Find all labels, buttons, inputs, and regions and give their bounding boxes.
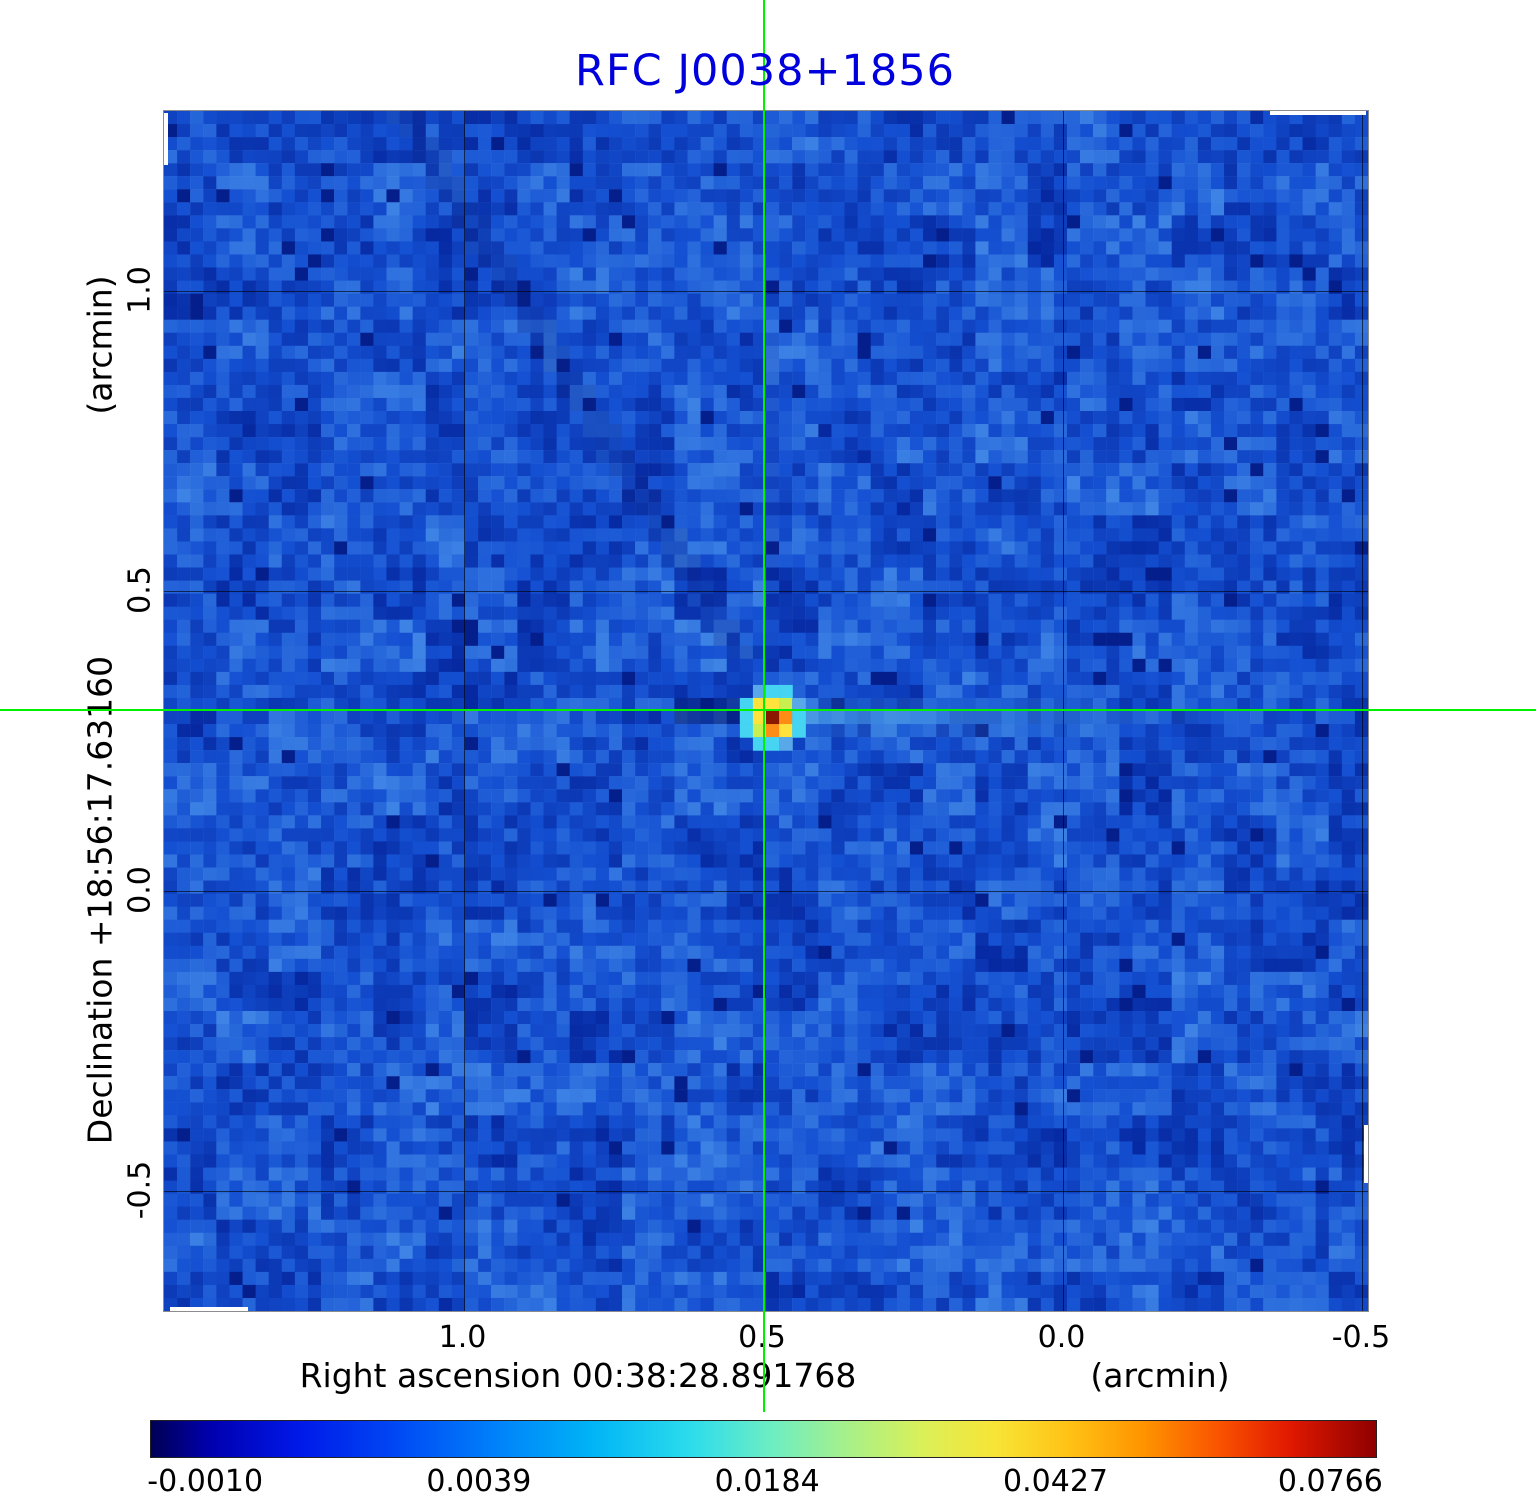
colorbar-tick-label: 0.0039: [426, 1464, 532, 1499]
ra-unit-label: (arcmin): [1090, 1356, 1230, 1395]
colorbar: [150, 1420, 1377, 1458]
ra-axis-label: Right ascension 00:38:28.891768: [299, 1356, 857, 1395]
frame-mark-top-left: [164, 113, 168, 165]
colorbar-tick-label: 0.0766: [1277, 1464, 1383, 1499]
sky-image-panel: [163, 110, 1369, 1312]
dec-tick-label: 0.5: [122, 566, 158, 614]
crosshair-horizontal-line: [0, 709, 1536, 711]
dec-tick-label: -0.5: [122, 1160, 158, 1220]
dec-tick-label: 0.0: [122, 866, 158, 914]
frame-mark-bottom-left: [170, 1307, 248, 1311]
ra-tick-label: -0.5: [1331, 1320, 1391, 1355]
colorbar-tick-label: 0.0184: [714, 1464, 820, 1499]
dec-unit-label: (arcmin): [80, 275, 120, 415]
ra-tick-label: 1.0: [438, 1320, 487, 1355]
ra-tick-label: 0.0: [1037, 1320, 1086, 1355]
figure-title: RFC J0038+1856: [575, 46, 955, 96]
dec-tick-label: 1.0: [122, 266, 158, 314]
frame-mark-bottom-right: [1364, 1125, 1368, 1183]
frame-mark-top-right: [1270, 111, 1366, 115]
crosshair-vertical-line: [762, 0, 765, 1412]
colorbar-tick-label: -0.0010: [147, 1464, 264, 1499]
colorbar-tick-label: 0.0427: [1003, 1464, 1109, 1499]
sky-image-canvas: [164, 111, 1368, 1311]
dec-axis-label: Declination +18:56:17.63160: [80, 655, 120, 1145]
